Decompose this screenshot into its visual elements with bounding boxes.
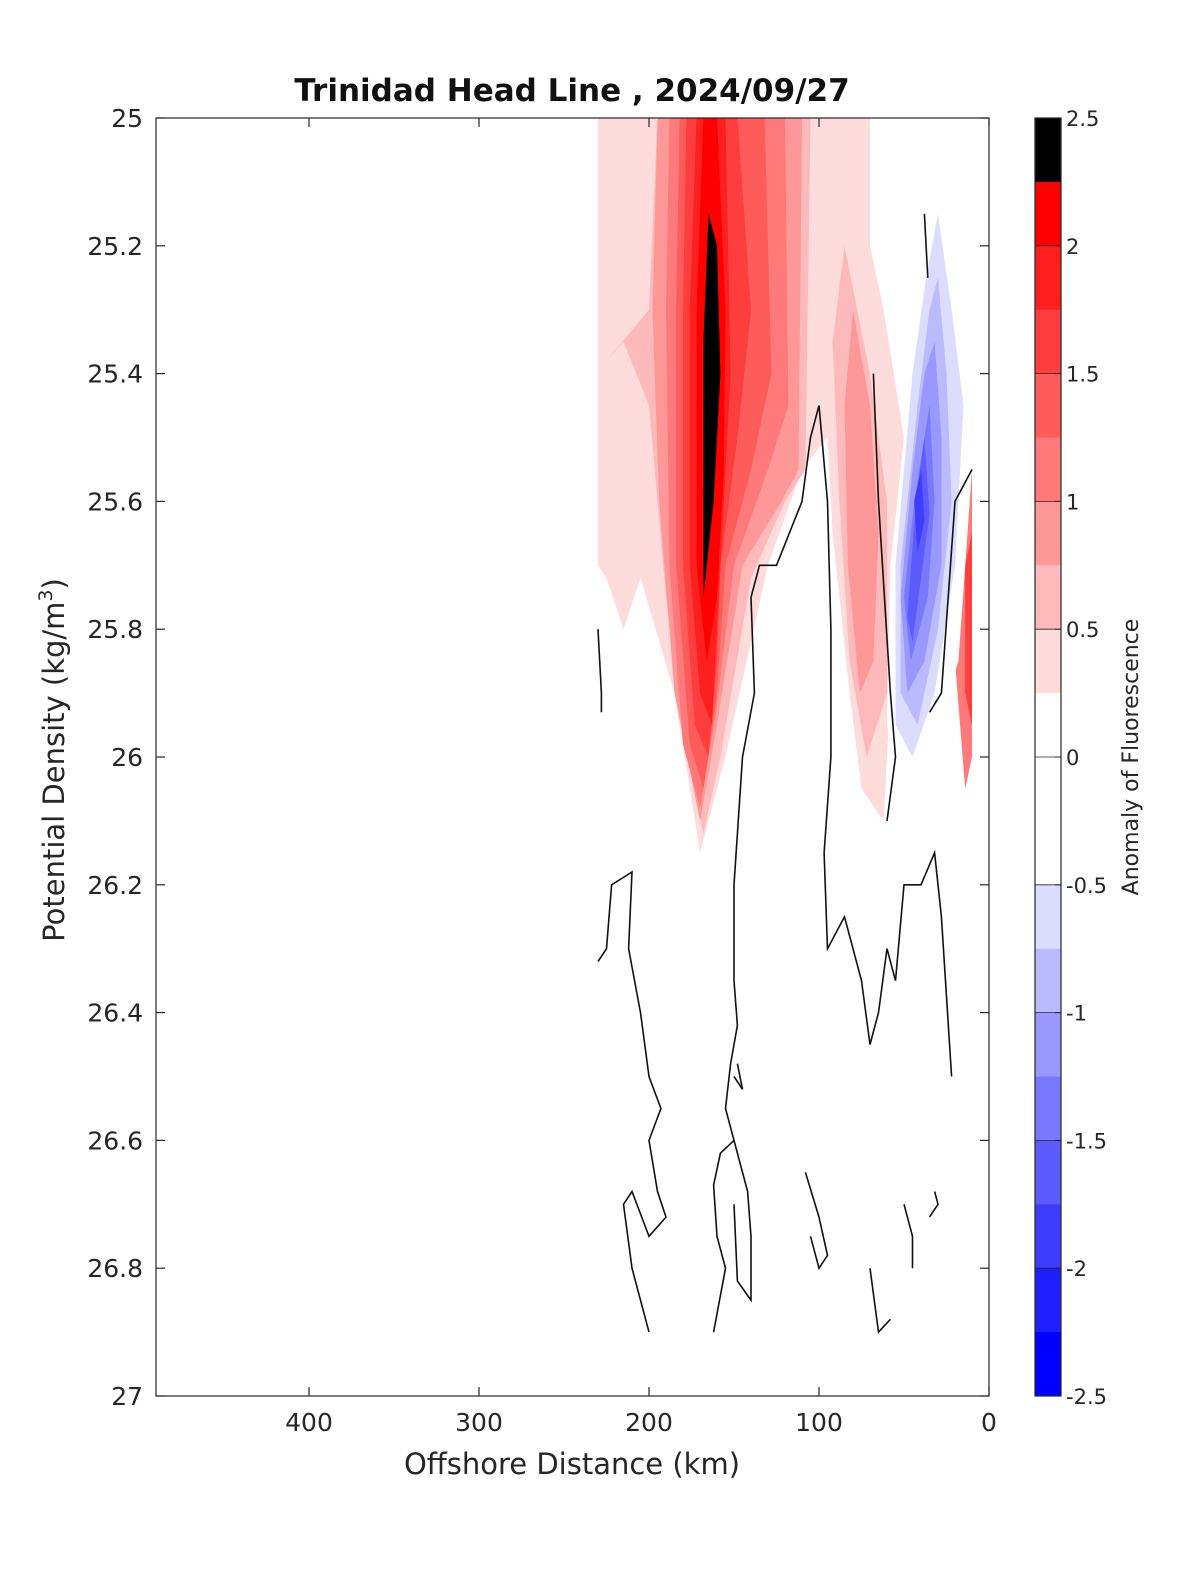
zero-contour-c <box>712 405 820 1333</box>
y-tick-label: 26.6 <box>87 1126 143 1155</box>
y-tick-label: 25.2 <box>87 232 143 261</box>
colorbar-band <box>1035 1204 1061 1269</box>
y-tick-label: 26 <box>111 743 143 772</box>
zero-contour-a <box>597 629 603 713</box>
colorbar-tick-label: 2.5 <box>1066 107 1099 131</box>
colorbar-tick-label: -0.5 <box>1066 874 1107 898</box>
colorbar-band <box>1035 884 1061 950</box>
x-tick-label: 100 <box>795 1408 843 1437</box>
y-tick-label: 25.6 <box>87 487 143 516</box>
anomaly-fill-layer <box>598 118 972 853</box>
colorbar-label: Anomaly of Fluorescence <box>1119 619 1144 896</box>
colorbar-tick-label: 1 <box>1066 490 1079 514</box>
zero-contour-g <box>923 213 929 278</box>
chart-title: Trinidad Head Line , 2024/09/27 <box>294 73 849 109</box>
colorbar-band <box>1035 437 1061 502</box>
zero-contour-k <box>903 1204 914 1269</box>
colorbar-band <box>1035 693 1061 758</box>
colorbar-tick-label: -1 <box>1066 1002 1087 1026</box>
zero-contour-f <box>928 469 973 713</box>
x-tick-label: 300 <box>455 1408 503 1437</box>
colorbar-tick-label: 0 <box>1066 746 1079 770</box>
zero-contour-j <box>869 1268 891 1334</box>
colorbar-band <box>1035 1268 1061 1333</box>
y-tick-label: 25.8 <box>87 615 143 644</box>
colorbar-band <box>1035 948 1061 1014</box>
y-axis-label: Potential Density (kg/m3) <box>35 578 71 942</box>
nearshore-positive-1p0 <box>844 309 879 694</box>
colorbar-tick-label: -2.5 <box>1066 1385 1107 1409</box>
colorbar-band <box>1035 309 1061 375</box>
colorbar: 2.5 2 1.5 1 0.5 0 -0.5 -1 -1.5 -2 -2.5 <box>1034 107 1107 1409</box>
colorbar-band <box>1035 1140 1061 1205</box>
y-tick-label: 25 <box>111 104 143 133</box>
colorbar-band <box>1035 1076 1061 1141</box>
colorbar-tick-label: 1.5 <box>1066 363 1099 387</box>
x-tick-label: 0 <box>981 1408 997 1437</box>
x-tick-label: 200 <box>625 1408 673 1437</box>
x-axis: 400 300 200 100 0 <box>285 118 997 1437</box>
y-tick-label: 26.8 <box>87 1254 143 1283</box>
y-tick-label: 25.4 <box>87 360 143 389</box>
offshore-positive-2p5 <box>703 213 721 598</box>
colorbar-tick-label: -2 <box>1066 1257 1087 1281</box>
colorbar-tick-label: -1.5 <box>1066 1129 1107 1153</box>
x-tick-label: 400 <box>285 1408 333 1437</box>
colorbar-band <box>1035 373 1061 438</box>
zero-contour-m <box>733 1063 744 1090</box>
colorbar-band <box>1035 118 1061 183</box>
coastal-positive-core <box>965 533 972 725</box>
colorbar-tick-label: 0.5 <box>1066 618 1099 642</box>
zero-contour-i <box>804 1172 829 1271</box>
y-axis-label-sup: 3 <box>35 589 57 601</box>
colorbar-band <box>1035 501 1061 566</box>
x-axis-label: Offshore Distance (km) <box>404 1447 740 1481</box>
y-tick-label: 26.2 <box>87 871 143 900</box>
colorbar-band <box>1035 629 1061 694</box>
y-axis-label-close: ) <box>37 578 71 589</box>
y-axis-label-main: Potential Density (kg/m <box>37 602 71 942</box>
colorbar-band <box>1035 1332 1061 1397</box>
colorbar-band <box>1035 245 1061 311</box>
colorbar-band <box>1035 565 1061 630</box>
colorbar-band <box>1035 181 1061 247</box>
zero-contour-l <box>928 1191 939 1218</box>
zero-contour-layer <box>597 213 973 1334</box>
zero-contour-h <box>733 1140 752 1303</box>
y-axis: 25 25.2 25.4 25.6 25.8 26 26.2 26.4 26.6 26.8 27 <box>87 104 989 1411</box>
y-tick-label: 26.4 <box>87 999 143 1028</box>
zero-contour-b <box>597 870 667 1333</box>
negative-1p75 <box>914 469 925 553</box>
colorbar-tick-label: 2 <box>1066 235 1079 259</box>
colorbar-band <box>1035 820 1061 886</box>
zero-contour-d <box>818 405 953 1077</box>
y-tick-label: 27 <box>111 1382 143 1411</box>
zero-contour-e <box>872 373 897 822</box>
colorbar-band <box>1035 1012 1061 1077</box>
colorbar-band <box>1035 757 1061 822</box>
